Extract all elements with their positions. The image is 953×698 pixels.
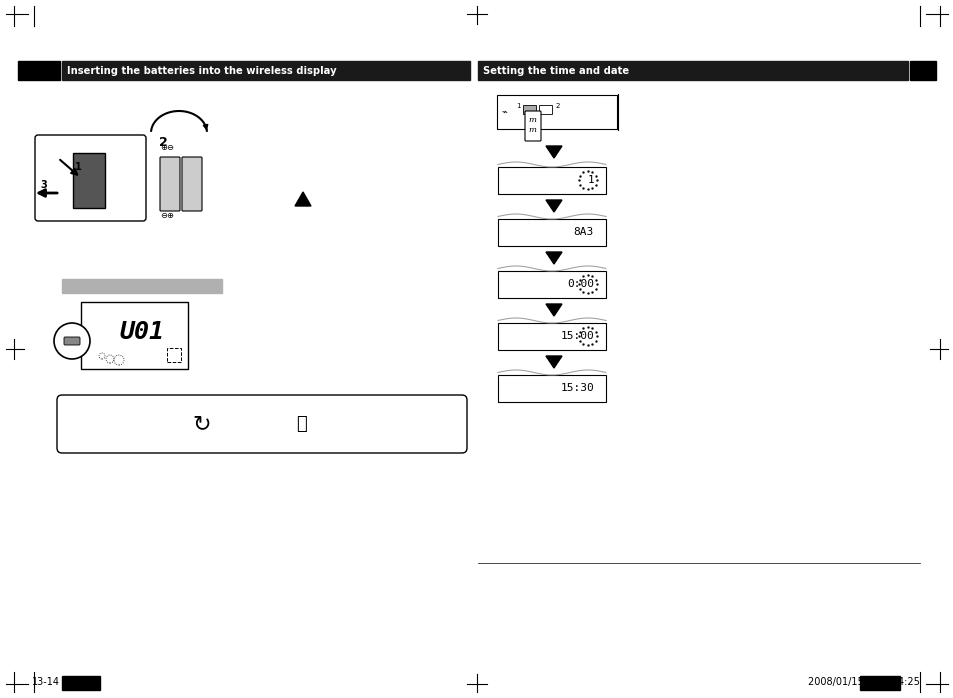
Bar xyxy=(62,61,470,80)
FancyBboxPatch shape xyxy=(524,111,540,141)
Text: ↻: ↻ xyxy=(193,414,212,434)
Bar xyxy=(497,322,605,350)
FancyBboxPatch shape xyxy=(497,95,617,129)
FancyBboxPatch shape xyxy=(523,105,536,114)
Text: 0:00: 0:00 xyxy=(566,279,594,289)
Text: 2: 2 xyxy=(556,103,559,109)
Bar xyxy=(909,61,935,80)
Bar xyxy=(73,153,105,208)
FancyBboxPatch shape xyxy=(81,302,188,369)
Text: 2: 2 xyxy=(159,136,168,149)
FancyBboxPatch shape xyxy=(160,157,180,211)
Text: U01: U01 xyxy=(119,320,164,344)
FancyBboxPatch shape xyxy=(57,395,467,453)
Polygon shape xyxy=(545,356,561,368)
Text: ⎓: ⎓ xyxy=(296,415,307,433)
Bar xyxy=(497,167,605,193)
Bar xyxy=(497,375,605,401)
Text: ⊖⊕: ⊖⊕ xyxy=(160,211,173,220)
Bar xyxy=(62,676,100,690)
Bar xyxy=(18,61,60,80)
Polygon shape xyxy=(545,304,561,316)
Polygon shape xyxy=(545,200,561,212)
Bar xyxy=(859,676,899,690)
Text: Setting the time and date: Setting the time and date xyxy=(482,66,628,75)
Text: 1: 1 xyxy=(75,162,82,172)
FancyBboxPatch shape xyxy=(64,337,80,345)
Text: 8A3: 8A3 xyxy=(573,227,594,237)
Text: 1: 1 xyxy=(516,103,520,109)
Text: 2008/01/15    14:54:25: 2008/01/15 14:54:25 xyxy=(807,677,919,687)
Text: 15:30: 15:30 xyxy=(559,383,594,393)
Text: 13-14: 13-14 xyxy=(32,677,60,687)
FancyBboxPatch shape xyxy=(182,157,202,211)
Text: ⊕⊖: ⊕⊖ xyxy=(160,143,173,152)
Circle shape xyxy=(54,323,90,359)
FancyBboxPatch shape xyxy=(539,105,552,114)
Text: m
m: m m xyxy=(527,117,536,133)
Text: ⌁: ⌁ xyxy=(500,107,506,117)
Bar xyxy=(497,218,605,246)
Text: Inserting the batteries into the wireless display: Inserting the batteries into the wireles… xyxy=(67,66,336,75)
FancyBboxPatch shape xyxy=(35,135,146,221)
Bar xyxy=(497,271,605,297)
Text: 1: 1 xyxy=(587,175,594,185)
Polygon shape xyxy=(545,146,561,158)
Bar xyxy=(62,279,222,293)
Text: 15:00: 15:00 xyxy=(559,331,594,341)
Polygon shape xyxy=(294,192,311,206)
Bar xyxy=(477,61,907,80)
Text: 3: 3 xyxy=(40,180,47,190)
Polygon shape xyxy=(545,252,561,264)
